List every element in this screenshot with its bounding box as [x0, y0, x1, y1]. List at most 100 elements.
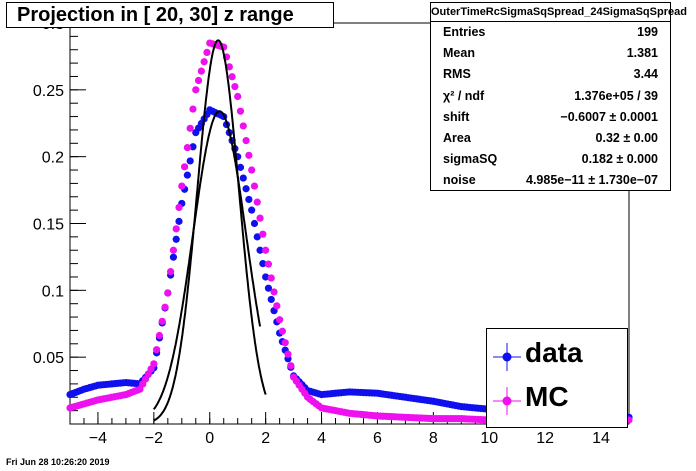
- stats-key: sigmaSQ: [443, 152, 498, 167]
- data-point: [270, 288, 278, 296]
- data-point: [158, 317, 166, 325]
- data-point: [236, 163, 245, 171]
- stats-box: OuterTimeRcSigmaSqSpread_24SigmaSqSpread…: [430, 2, 687, 191]
- data-point: [256, 246, 264, 254]
- y-tick-label: 0.2: [42, 150, 64, 167]
- data-point: [262, 273, 270, 281]
- x-tick-label: −2: [145, 430, 163, 447]
- x-tick-label: 8: [429, 430, 438, 447]
- data-point: [250, 182, 259, 190]
- data-point: [245, 151, 253, 159]
- fit-curve: [153, 110, 262, 410]
- stats-row-mean: Mean 1.381: [431, 43, 670, 64]
- data-point: [287, 362, 295, 370]
- data-point: [189, 143, 197, 151]
- y-tick-label: 0.25: [33, 83, 64, 100]
- fit-curve: [153, 39, 267, 422]
- stats-key: RMS: [443, 67, 471, 82]
- data-point: [239, 174, 247, 182]
- stats-value: 1.376e+05 / 39: [574, 88, 658, 103]
- legend: data MC: [486, 328, 628, 428]
- stats-key: Area: [443, 130, 471, 145]
- data-point: [281, 339, 289, 347]
- data-point: [161, 303, 169, 311]
- data-point: [186, 124, 194, 132]
- data-point: [175, 203, 183, 212]
- x-tick-label: 6: [373, 430, 382, 447]
- data-point: [234, 92, 242, 101]
- stats-key: χ² / ndf: [443, 88, 485, 103]
- data-point: [183, 171, 191, 179]
- data-point: [273, 302, 281, 310]
- data-point: [186, 157, 194, 165]
- data-point: [250, 219, 259, 228]
- data-point: [267, 295, 275, 304]
- data-point: [155, 331, 164, 340]
- legend-marker-data: [493, 343, 521, 371]
- timestamp-footer: Fri Jun 28 10:26:20 2019: [6, 457, 110, 467]
- x-tick-label: 12: [536, 430, 554, 447]
- data-point: [172, 235, 180, 243]
- stats-name: OuterTimeRcSigmaSqSpread_24SigmaSqSpread: [431, 3, 687, 22]
- data-point: [180, 163, 189, 171]
- data-point: [248, 166, 256, 174]
- stats-value: 0.32 ± 0.00: [595, 130, 658, 145]
- data-point: [172, 225, 180, 233]
- data-point: [253, 198, 261, 206]
- data-point: [264, 284, 273, 292]
- x-tick-label: 4: [317, 430, 326, 447]
- data-point: [256, 214, 264, 222]
- x-tick-label: 0: [205, 430, 214, 447]
- data-point: [153, 346, 161, 354]
- data-point: [264, 260, 273, 268]
- data-point: [183, 143, 191, 152]
- stats-value: 4.985e−11 ± 1.730e−07: [526, 173, 658, 188]
- data-point: [150, 360, 158, 368]
- data-point: [239, 122, 247, 130]
- data-point: [231, 83, 239, 91]
- legend-label-data: data: [525, 337, 583, 368]
- data-point: [259, 260, 267, 268]
- stats-row-sigmasq: sigmaSQ 0.182 ± 0.000: [431, 149, 670, 170]
- plot-title: Projection in [ 20, 30] z range: [6, 2, 334, 28]
- data-point: [175, 217, 183, 225]
- data-point: [262, 246, 270, 254]
- data-point: [197, 67, 205, 75]
- data-point: [169, 253, 178, 261]
- data-point: [278, 327, 287, 335]
- stats-value: 199: [637, 25, 658, 39]
- data-point: [167, 268, 175, 276]
- data-point: [267, 274, 275, 282]
- legend-entry-mc: MC: [487, 379, 627, 427]
- legend-label-mc: MC: [525, 381, 569, 412]
- data-point: [236, 107, 245, 115]
- data-point: [194, 76, 203, 85]
- data-point: [248, 206, 256, 214]
- stats-row-entries: Entries 199: [431, 22, 670, 43]
- data-point: [178, 182, 186, 190]
- stats-row-rms: RMS 3.44: [431, 64, 670, 85]
- data-point: [192, 86, 200, 94]
- stats-row-shift: shift −0.6007 ± 0.0001: [431, 107, 670, 128]
- y-tick-label: 0.15: [33, 217, 64, 234]
- data-point: [245, 195, 253, 204]
- stats-key: Entries: [443, 25, 486, 39]
- x-tick-label: −4: [89, 430, 107, 447]
- stats-value: 3.44: [633, 67, 658, 82]
- legend-marker-mc: [493, 387, 521, 415]
- y-tick-label: 0.1: [42, 283, 64, 300]
- stats-value: 1.381: [626, 46, 658, 61]
- x-tick-label: 10: [480, 430, 498, 447]
- x-tick-label: 2: [261, 430, 270, 447]
- stats-key: shift: [443, 109, 470, 124]
- data-point: [164, 289, 172, 297]
- stats-key: Mean: [443, 46, 475, 61]
- stats-value: −0.6007 ± 0.0001: [560, 109, 658, 124]
- data-point: [276, 316, 284, 324]
- data-point: [225, 63, 233, 71]
- stats-row-chi2: χ² / ndf 1.376e+05 / 39: [431, 86, 670, 107]
- data-point: [200, 58, 208, 66]
- y-tick-label: 0.05: [33, 350, 64, 367]
- data-point: [203, 48, 211, 57]
- data-point: [169, 246, 178, 254]
